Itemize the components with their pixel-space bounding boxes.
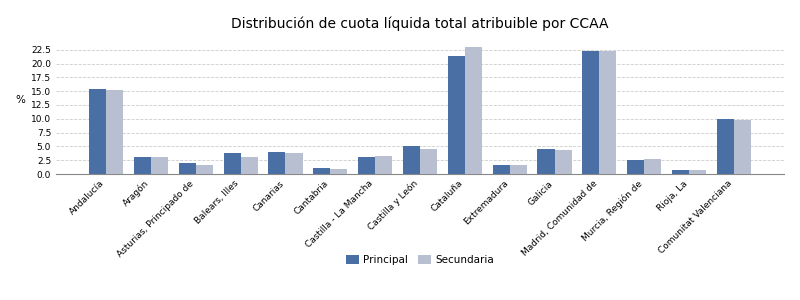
Bar	[672, 169, 689, 174]
Bar	[627, 160, 644, 174]
Bar	[420, 148, 437, 174]
Bar	[510, 165, 526, 174]
Y-axis label: %: %	[15, 95, 25, 105]
Bar	[224, 153, 241, 174]
Bar	[734, 121, 751, 174]
Bar	[644, 159, 662, 174]
Bar	[134, 157, 151, 174]
Bar	[314, 168, 330, 174]
Bar	[330, 169, 347, 174]
Title: Distribución de cuota líquida total atribuible por CCAA: Distribución de cuota líquida total atri…	[231, 16, 609, 31]
Bar	[493, 165, 510, 174]
Bar	[286, 153, 302, 174]
Bar	[554, 150, 571, 174]
Bar	[599, 52, 616, 174]
Bar	[375, 156, 392, 174]
Bar	[358, 158, 375, 174]
Bar	[465, 47, 482, 174]
Bar	[538, 148, 554, 174]
Bar	[582, 51, 599, 174]
Bar	[448, 56, 465, 174]
Bar	[269, 152, 286, 174]
Legend: Principal, Secundaria: Principal, Secundaria	[342, 251, 498, 269]
Bar	[89, 89, 106, 174]
Bar	[178, 163, 196, 174]
Bar	[106, 90, 123, 174]
Bar	[241, 157, 258, 174]
Bar	[403, 146, 420, 174]
Bar	[151, 157, 168, 174]
Bar	[717, 119, 734, 174]
Bar	[689, 169, 706, 174]
Bar	[196, 165, 213, 174]
